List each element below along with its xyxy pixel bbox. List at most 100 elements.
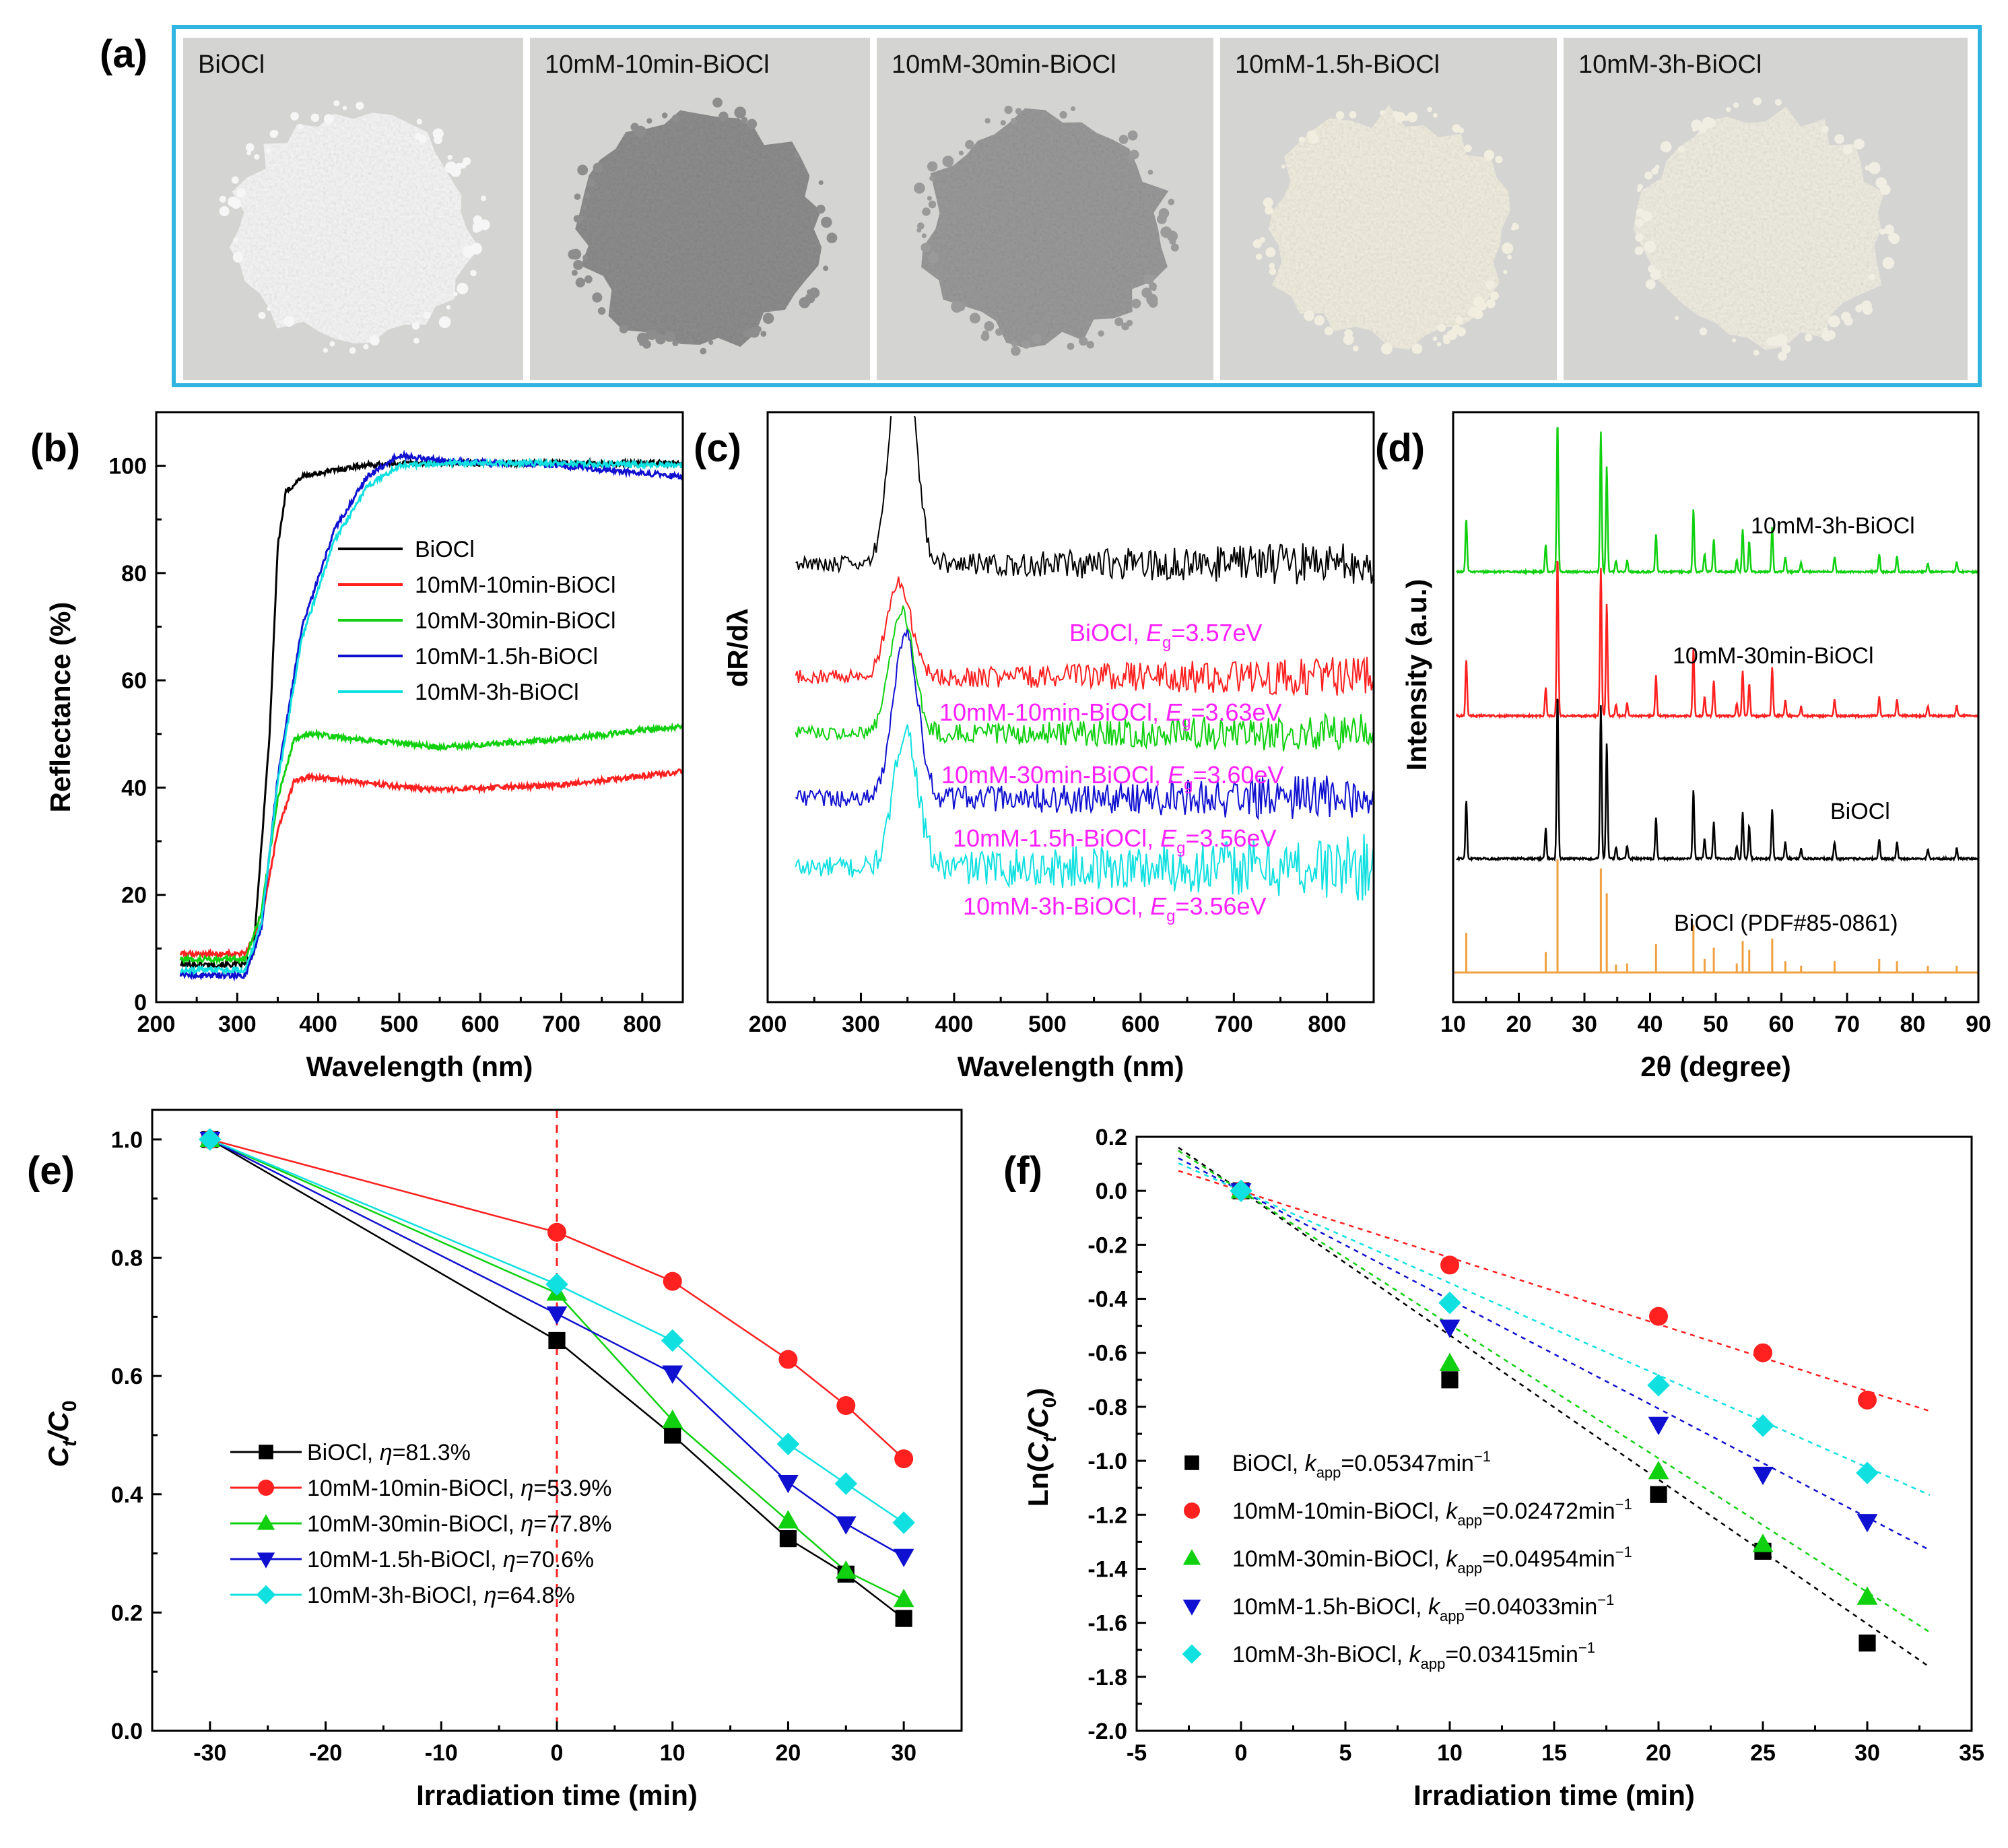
legend-k-exponent: −1 bbox=[1578, 1639, 1595, 1656]
data-point bbox=[1648, 1461, 1669, 1480]
powder-grain bbox=[1131, 298, 1141, 308]
powder-photo: 10mM-1.5h-BiOCl bbox=[1220, 38, 1557, 380]
powder-grain bbox=[1298, 136, 1305, 143]
powder-grain bbox=[1702, 117, 1714, 129]
fit-line-BiOCl bbox=[1178, 1146, 1931, 1668]
data-point bbox=[778, 1475, 799, 1494]
powder-grain bbox=[1146, 294, 1158, 306]
data-point bbox=[663, 1272, 682, 1291]
powder-grain bbox=[1149, 282, 1157, 290]
powder-grain bbox=[593, 162, 603, 173]
powder-grain bbox=[413, 337, 420, 344]
powder-grain bbox=[1875, 177, 1887, 189]
powder-grain bbox=[310, 113, 320, 123]
y-tick-label: 80 bbox=[121, 561, 147, 587]
x-tick-label: 20 bbox=[1646, 1740, 1671, 1766]
legend-k-exponent: −1 bbox=[1615, 1496, 1632, 1513]
powder-grain bbox=[1443, 337, 1450, 345]
powder-grain bbox=[1485, 280, 1495, 290]
powder-grain bbox=[342, 106, 347, 110]
legend-eta-symbol: η bbox=[380, 1440, 393, 1465]
x-tick-label: 35 bbox=[1959, 1740, 1984, 1766]
legend-label: BiOCl bbox=[415, 537, 475, 562]
powder-grain bbox=[1774, 98, 1782, 106]
legend-label: 10mM-3h-BiOCl, η=64.8% bbox=[307, 1583, 575, 1608]
powder-grain bbox=[1464, 144, 1472, 152]
legend-marker bbox=[1182, 1599, 1201, 1616]
powder-grain bbox=[570, 249, 582, 260]
legend-label: 10mM-3h-BiOCl, kapp=0.03415min−1 bbox=[1232, 1639, 1595, 1672]
fit-line-10mM-30min-BiOCl bbox=[1178, 1150, 1931, 1633]
data-point bbox=[893, 1548, 914, 1568]
powder-grain bbox=[1733, 102, 1739, 108]
powder-grain bbox=[1128, 153, 1136, 161]
legend-k-subscript: app bbox=[1457, 1560, 1482, 1577]
powder-grain bbox=[269, 130, 278, 138]
powder-grain bbox=[969, 312, 980, 324]
powder-grain bbox=[1858, 304, 1864, 310]
x-tick-label: 800 bbox=[1308, 1012, 1346, 1037]
annotation-eg-value: =3.60eV bbox=[1193, 761, 1283, 789]
x-tick-label: 0 bbox=[551, 1740, 564, 1766]
powder-grain bbox=[470, 242, 483, 255]
powder-grain bbox=[1884, 224, 1895, 235]
x-tick-label: 30 bbox=[891, 1740, 916, 1766]
photo-label: 10mM-30min-BiOCl bbox=[892, 51, 1116, 79]
y-tick-label: -0.8 bbox=[1087, 1395, 1127, 1420]
fit-line-10mM-10min-BiOCl bbox=[1178, 1170, 1931, 1412]
powder-grain bbox=[762, 312, 774, 325]
powder-grain bbox=[1882, 257, 1895, 269]
y-title-slash-c: /C bbox=[42, 1412, 74, 1442]
legend-label: 10mM-1.5h-BiOCl, kapp=0.04033min−1 bbox=[1232, 1591, 1614, 1624]
panel-d: (d) BiOCl (PDF#85-0861) BiOCl 10mM-30min-B… bbox=[1375, 411, 1991, 1082]
powder-grain bbox=[1427, 106, 1433, 112]
data-point bbox=[546, 1306, 568, 1325]
powder-grain bbox=[1314, 315, 1325, 326]
data-point bbox=[1440, 1255, 1459, 1275]
powder-grain bbox=[349, 347, 356, 354]
panel-f: (f) -5 0 5 10 15 20 25 30 35 -2.0 -1.8 -1.6 -1.4 -1.2… bbox=[1003, 1125, 1984, 1811]
powder-grain bbox=[258, 311, 266, 319]
legend-k-subscript: app bbox=[1316, 1464, 1341, 1481]
data-point bbox=[1856, 1586, 1878, 1605]
y-tick-label: -2.0 bbox=[1087, 1719, 1127, 1744]
annotation-eg-value: =3.56eV bbox=[1175, 892, 1266, 920]
x-tick-label: 400 bbox=[935, 1012, 974, 1037]
annotation-eg-symbol: E bbox=[1166, 698, 1182, 726]
powder-grain bbox=[793, 152, 800, 159]
powder-grain bbox=[481, 195, 487, 201]
reflectance-line-10mM-30min-BiOCl bbox=[179, 722, 683, 966]
y-tick-label: -1.8 bbox=[1087, 1665, 1127, 1690]
powder-grain bbox=[1011, 345, 1021, 356]
plot-frame bbox=[766, 411, 1375, 1003]
powder-grain bbox=[231, 199, 242, 209]
y-title-c: C bbox=[1022, 1442, 1054, 1463]
powder-grain bbox=[1635, 233, 1644, 242]
powder-grain bbox=[1353, 345, 1359, 352]
legend-k-symbol: k bbox=[1305, 1451, 1318, 1476]
fit-line-10mM-3h-BiOCl bbox=[1178, 1162, 1931, 1496]
x-tick-label: 30 bbox=[1572, 1012, 1597, 1037]
x-tick-label: -10 bbox=[425, 1740, 458, 1766]
derivative-line-10mM-10min-BiOCl bbox=[795, 576, 1374, 697]
legend-label: 10mM-3h-BiOCl bbox=[415, 680, 579, 705]
powder-grain bbox=[661, 112, 668, 119]
x-tick-label: 300 bbox=[842, 1012, 880, 1037]
legend-k-symbol: k bbox=[1409, 1642, 1422, 1668]
powder-pile bbox=[575, 110, 822, 348]
powder-grain bbox=[575, 216, 583, 224]
powder-grain bbox=[1842, 144, 1853, 154]
data-point bbox=[1439, 1319, 1461, 1338]
powder-grain bbox=[1015, 108, 1022, 115]
powder-grain bbox=[1645, 279, 1656, 290]
powder-grain bbox=[1778, 352, 1787, 361]
x-tick-label: 10 bbox=[660, 1740, 685, 1766]
powder-grain bbox=[1675, 316, 1679, 321]
reflectance-line-10mM-1.5h-BiOCl bbox=[179, 449, 684, 982]
legend-marker bbox=[257, 1514, 275, 1530]
legend-sample: 10mM-30min-BiOCl, bbox=[307, 1511, 521, 1537]
annotation-eg-subscript: g bbox=[1176, 839, 1185, 857]
panel-label-d: (d) bbox=[1375, 426, 1425, 470]
powder-grain bbox=[1347, 337, 1351, 342]
panel-e: (e) -30 -20 -10 0 10 20 30 0.0 0.2 0.4 0.6 0.8 1.0 Ir… bbox=[27, 1109, 963, 1811]
